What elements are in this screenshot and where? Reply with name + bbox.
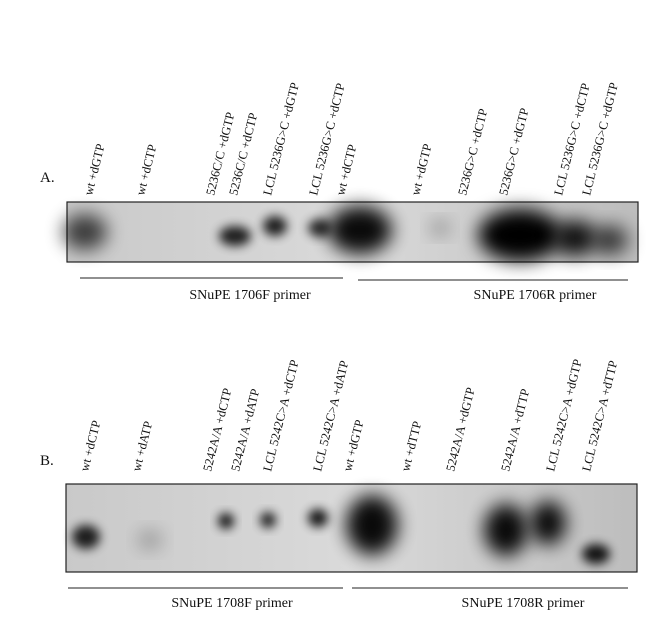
lane-label: LCL 5242C>A +dCTP (260, 358, 301, 472)
band (138, 530, 162, 550)
panel-label: A. (40, 170, 55, 186)
band (592, 225, 628, 255)
lane-label: 5236G>C +dGTP (496, 106, 531, 196)
band (484, 504, 528, 556)
primer-label: SNuPE 1708F primer (171, 596, 293, 611)
lane-label: 5242A/A +dTTP (498, 387, 532, 472)
gel-bands (63, 206, 628, 261)
primer-label: SNuPE 1706F primer (189, 288, 311, 303)
lane-label: 5236G>C +dCTP (455, 107, 490, 197)
lane-label: LCL 5236G>C +dGTP (260, 81, 302, 197)
band (308, 509, 328, 527)
primer-label: SNuPE 1706R primer (474, 288, 597, 303)
band (263, 216, 287, 236)
band (478, 209, 562, 261)
band (63, 214, 107, 250)
lane-label: wt +dCTP (133, 143, 159, 197)
lane-label: wt +dGTP (81, 142, 107, 196)
band (218, 513, 234, 529)
band (530, 501, 566, 545)
primer-label: SNuPE 1708R primer (462, 596, 585, 611)
lane-label: 5242A/A +dGTP (443, 386, 477, 473)
band (328, 206, 392, 254)
lane-label: wt +dTTP (398, 420, 424, 473)
lane-label: wt +dGTP (340, 418, 366, 472)
lane-label: 5242A/A +dCTP (200, 387, 234, 473)
gel-bands (72, 495, 610, 564)
lane-label: wt +dCTP (77, 419, 103, 473)
band (582, 544, 610, 564)
panel-label: B. (40, 453, 54, 469)
band (72, 525, 100, 549)
band (260, 512, 276, 528)
lane-label: 5242A/A +dATP (228, 387, 262, 472)
lane-label: wt +dGTP (408, 142, 434, 196)
band (346, 495, 398, 555)
lane-label: LCL 5242C>A +dGTP (543, 358, 584, 473)
band (553, 220, 597, 256)
lane-label: LCL 5242C>A +dTTP (579, 359, 620, 473)
lane-label: wt +dCTP (333, 143, 359, 197)
band (219, 226, 251, 246)
lane-label: wt +dATP (129, 420, 155, 473)
band (308, 219, 332, 237)
band (430, 220, 450, 236)
